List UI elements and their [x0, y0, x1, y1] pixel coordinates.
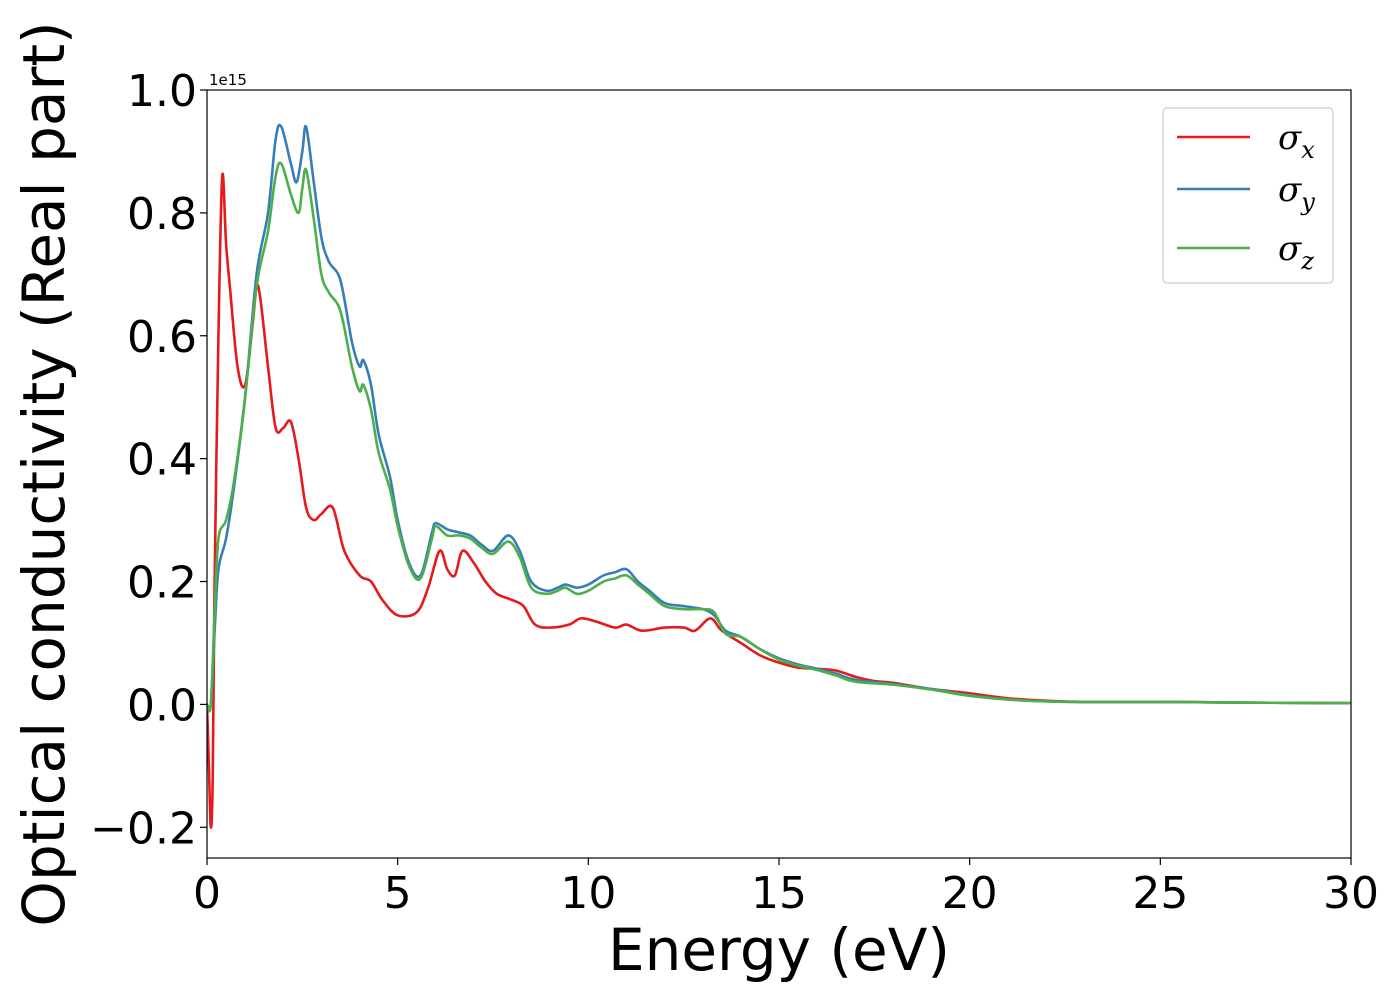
x-axis-title: Energy (eV): [608, 916, 950, 984]
x-tick-label: 30: [1323, 868, 1379, 919]
x-tick-label: 10: [560, 868, 616, 919]
x-tick-label: 20: [942, 868, 998, 919]
legend-label-y: σy: [1278, 170, 1315, 216]
series-line-x: [207, 172, 1351, 829]
x-tick-label: 0: [193, 868, 221, 919]
y-tick-label: 0.4: [127, 435, 197, 486]
x-axis: 0 5 10 15 20 25 30: [193, 858, 1379, 919]
x-tick-label: 5: [384, 868, 412, 919]
y-tick-label: 1.0: [127, 66, 197, 117]
legend-label-x: σx: [1278, 118, 1315, 164]
y-axis-title: Optical conductivity (Real part): [10, 21, 78, 926]
legend: σx σy σz: [1162, 107, 1334, 284]
series-layer: [207, 123, 1351, 829]
y-tick-label: 0.6: [127, 312, 197, 363]
y-axis: −0.2 0.0 0.2 0.4 0.6 0.8 1.0: [90, 66, 207, 854]
series-line-z: [207, 161, 1351, 713]
legend-label-z: σz: [1278, 229, 1314, 275]
y-tick-label: −0.2: [90, 803, 197, 854]
legend-entries: σx σy σz: [1177, 118, 1315, 275]
y-tick-label: 0.0: [127, 680, 197, 731]
y-offset-text: 1e15: [209, 71, 247, 89]
x-tick-label: 25: [1132, 868, 1188, 919]
y-tick-label: 0.8: [127, 189, 197, 240]
y-tick-label: 0.2: [127, 558, 197, 609]
x-tick-label: 15: [751, 868, 807, 919]
legend-box: [1162, 107, 1334, 284]
